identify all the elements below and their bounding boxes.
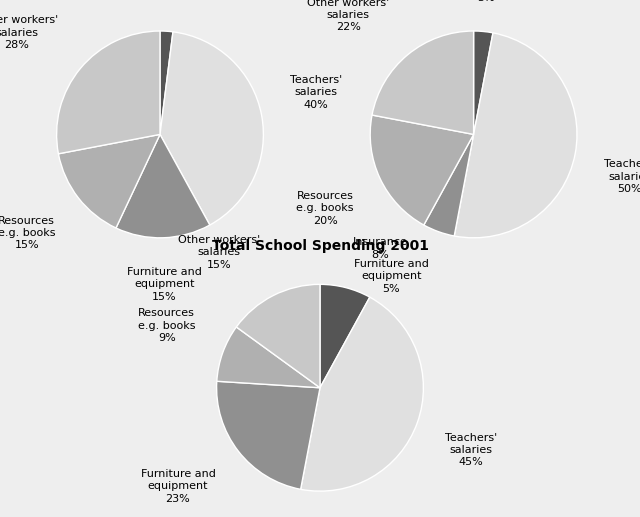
Text: Furniture and
equipment
5%: Furniture and equipment 5% bbox=[354, 259, 429, 294]
Title: Total School Spending 2001: Total School Spending 2001 bbox=[211, 239, 429, 253]
Text: Resources
e.g. books
9%: Resources e.g. books 9% bbox=[138, 308, 195, 343]
Text: Resources
e.g. books
20%: Resources e.g. books 20% bbox=[296, 191, 354, 225]
Wedge shape bbox=[58, 134, 160, 228]
Text: Teachers'
salaries
45%: Teachers' salaries 45% bbox=[445, 433, 497, 467]
Wedge shape bbox=[116, 134, 210, 238]
Wedge shape bbox=[372, 31, 474, 134]
Text: Other workers'
salaries
22%: Other workers' salaries 22% bbox=[307, 0, 389, 33]
Text: Insurance
3%: Insurance 3% bbox=[459, 0, 513, 3]
Wedge shape bbox=[160, 32, 264, 225]
Wedge shape bbox=[301, 297, 424, 491]
Text: Insurance
2%: Insurance 2% bbox=[141, 0, 196, 3]
Text: Furniture and
equipment
23%: Furniture and equipment 23% bbox=[141, 469, 216, 504]
Wedge shape bbox=[56, 31, 160, 154]
Wedge shape bbox=[217, 327, 320, 388]
Text: Furniture and
equipment
15%: Furniture and equipment 15% bbox=[127, 267, 202, 301]
Wedge shape bbox=[474, 31, 493, 134]
Text: Teachers'
salaries
50%: Teachers' salaries 50% bbox=[604, 159, 640, 194]
Text: Insurance
8%: Insurance 8% bbox=[353, 237, 408, 260]
Wedge shape bbox=[370, 115, 474, 225]
Wedge shape bbox=[320, 284, 370, 388]
Wedge shape bbox=[454, 33, 577, 238]
Text: Resources
e.g. books
15%: Resources e.g. books 15% bbox=[0, 216, 56, 250]
Wedge shape bbox=[216, 381, 320, 489]
Wedge shape bbox=[160, 31, 173, 134]
Text: Other workers'
salaries
15%: Other workers' salaries 15% bbox=[178, 235, 260, 270]
Text: Teachers'
salaries
40%: Teachers' salaries 40% bbox=[290, 75, 342, 110]
Wedge shape bbox=[424, 134, 474, 236]
Wedge shape bbox=[236, 284, 320, 388]
Text: Other workers'
salaries
28%: Other workers' salaries 28% bbox=[0, 16, 58, 50]
